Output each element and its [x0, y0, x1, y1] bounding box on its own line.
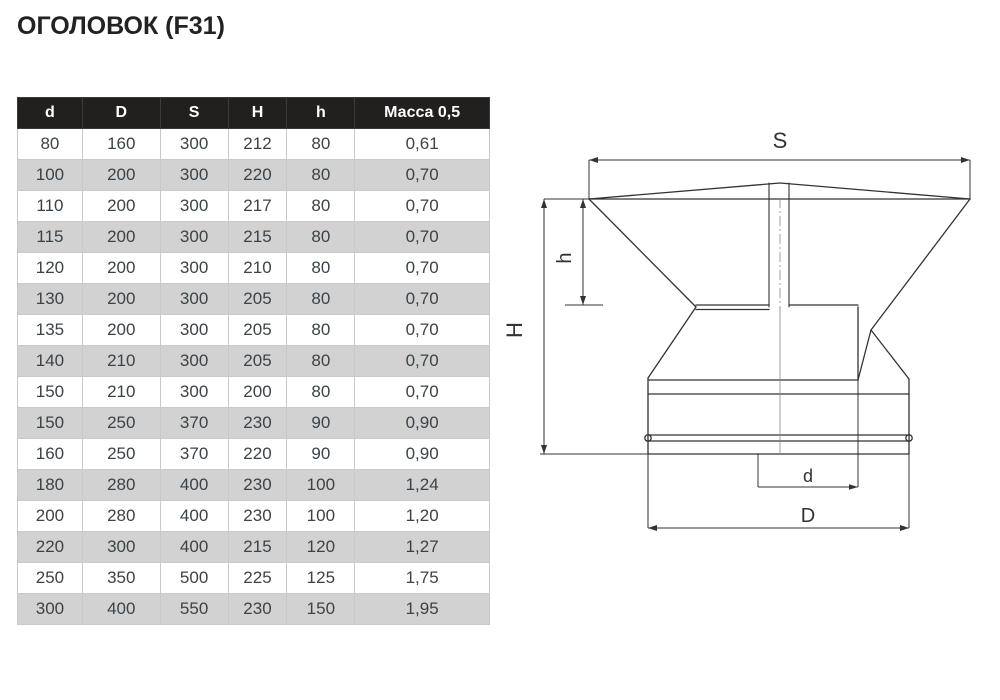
svg-text:S: S: [773, 128, 788, 153]
svg-text:d: d: [803, 466, 813, 486]
svg-text:h: h: [554, 252, 576, 263]
svg-text:H: H: [502, 322, 527, 338]
svg-text:D: D: [801, 505, 815, 527]
